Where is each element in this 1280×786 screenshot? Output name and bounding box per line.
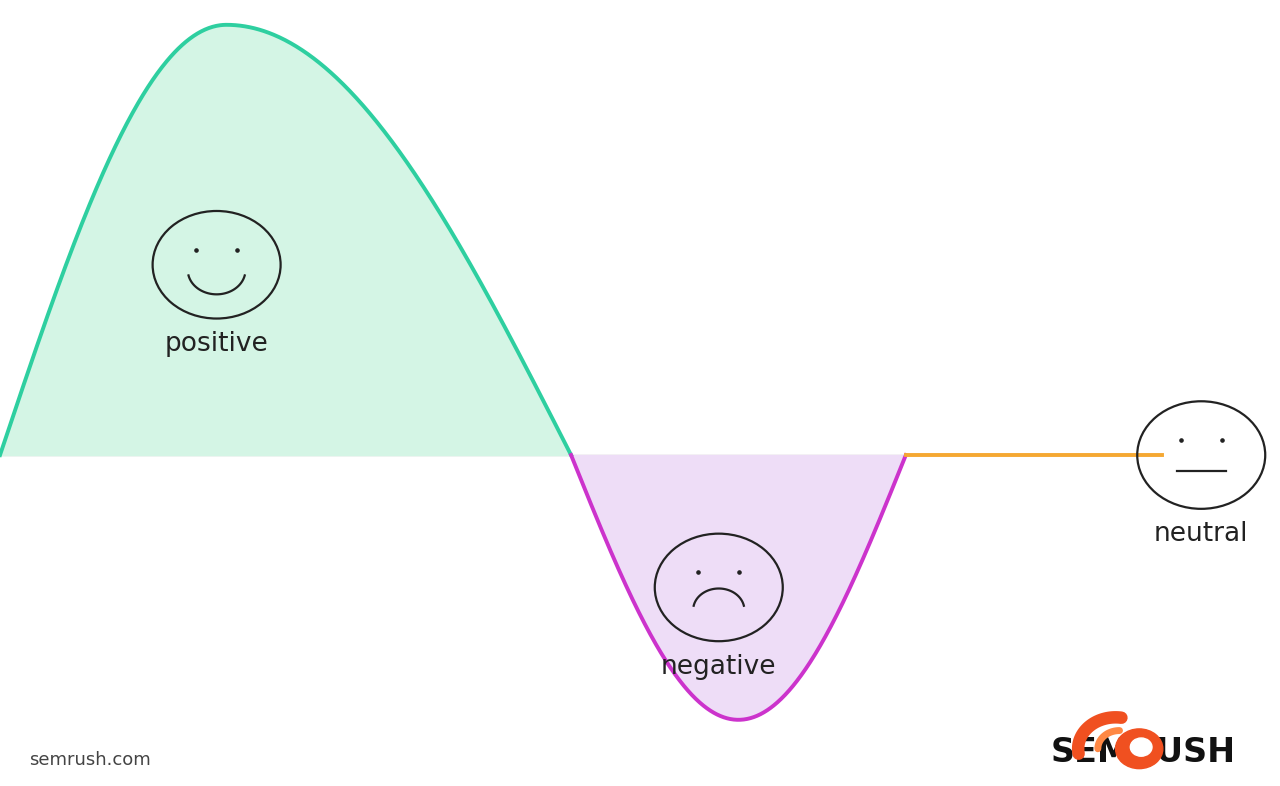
Text: neutral: neutral xyxy=(1155,521,1248,547)
Text: SEMRUSH: SEMRUSH xyxy=(1051,736,1235,769)
Circle shape xyxy=(1116,729,1162,769)
Point xyxy=(227,244,247,256)
Point xyxy=(1170,434,1190,446)
Text: negative: negative xyxy=(660,654,777,680)
Text: positive: positive xyxy=(165,331,269,357)
Point xyxy=(689,566,709,578)
Text: semrush.com: semrush.com xyxy=(29,751,151,769)
Point xyxy=(186,244,206,256)
Point xyxy=(730,566,750,578)
Point xyxy=(1211,434,1231,446)
Circle shape xyxy=(1130,738,1152,756)
